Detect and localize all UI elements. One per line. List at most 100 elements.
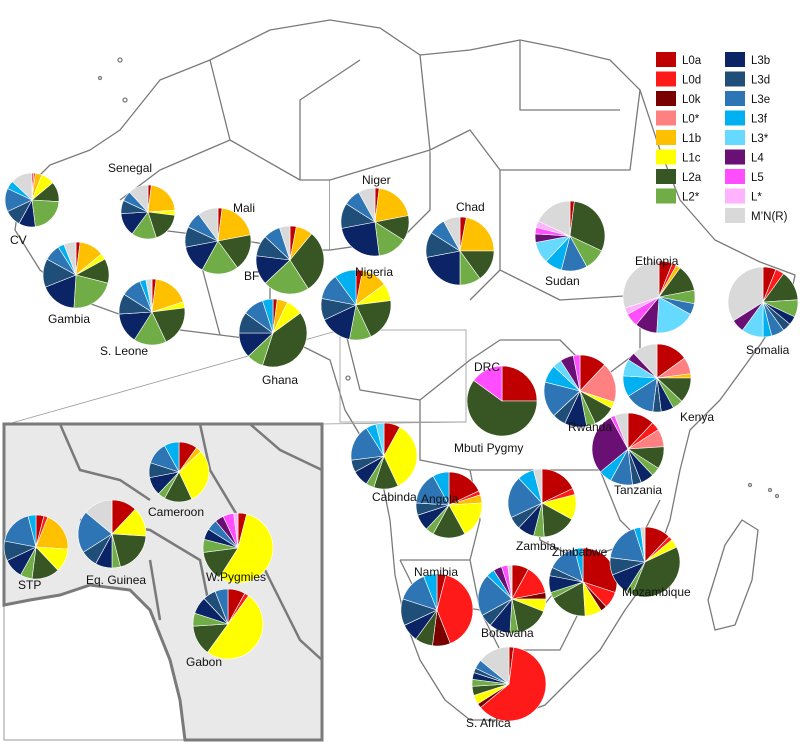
pie-slice-cabinda-L3s bbox=[375, 422, 385, 457]
legend-label-L3b: L3b bbox=[751, 55, 770, 67]
pie-slice-drc-L5 bbox=[473, 365, 503, 402]
legend-label-L2a: L2a bbox=[682, 172, 702, 184]
pie-slice-botswana-MNR bbox=[507, 564, 513, 600]
legend-swatch-L0s bbox=[656, 110, 676, 126]
pie-slice-mozambique-L2a bbox=[631, 546, 681, 598]
border-line bbox=[599, 469, 661, 541]
pie-slice-chad-MNR bbox=[443, 216, 461, 252]
label-bf: BF bbox=[244, 269, 259, 283]
pie-slice-eqguinea-MNR bbox=[85, 499, 113, 535]
pie-senegal bbox=[120, 184, 176, 240]
label-sudan: Sudan bbox=[545, 274, 580, 288]
pie-slice-cv-L2s bbox=[31, 199, 60, 228]
pie-slice-cameroon-L1c bbox=[178, 451, 210, 500]
pie-slice-namibia-L0d bbox=[436, 574, 474, 644]
border-line bbox=[519, 40, 620, 111]
label-stp: STP bbox=[18, 578, 41, 592]
legend: L0a L0d L0k L0* L1b L1c L2a L2* L3b L3d L3e L3f L3* L… bbox=[656, 52, 788, 223]
legend-label-L0s: L0* bbox=[682, 114, 700, 126]
legend-swatch-Ls bbox=[725, 188, 745, 204]
label-angola: Angola bbox=[421, 492, 459, 506]
legend-label-MNR: M’N(R) bbox=[751, 211, 788, 223]
label-zimbabwe: Zimbabwe bbox=[552, 545, 608, 559]
pie-slice-eqguinea-L2a bbox=[111, 533, 147, 568]
pie-slice-niger-L3b bbox=[341, 221, 380, 257]
label-namibia: Namibia bbox=[414, 565, 458, 579]
island bbox=[767, 487, 773, 493]
pie-slice-sudan-L2a bbox=[569, 200, 606, 252]
inset-border bbox=[249, 423, 323, 472]
pie-kenya bbox=[622, 343, 692, 413]
pie-slice-drc-L0a bbox=[501, 365, 538, 402]
legend-swatch-L0k bbox=[656, 91, 676, 106]
pie-slice-angola-L3f bbox=[432, 471, 450, 506]
pie-slice-cv-MNR bbox=[11, 172, 33, 201]
pie-slice-wpygmies-L1c bbox=[218, 513, 274, 584]
pie-slice-bf-MNR bbox=[279, 225, 291, 261]
label-ethiopia: Ethiopia bbox=[635, 254, 679, 268]
pie-niger bbox=[340, 187, 410, 257]
label-cameroon: Cameroon bbox=[148, 505, 204, 519]
pie-slice-zambia-L3e bbox=[507, 477, 543, 518]
island bbox=[97, 75, 103, 81]
pie-slice-eqguinea-L3e bbox=[77, 511, 113, 553]
pie-somalia bbox=[727, 266, 799, 338]
pie-slice-mali-MNR bbox=[198, 207, 219, 242]
legend-label-L3f: L3f bbox=[751, 114, 768, 126]
inset-land bbox=[2, 422, 324, 742]
pie-cv bbox=[4, 172, 60, 228]
label-mozambique: Mozambique bbox=[622, 585, 691, 599]
legend-swatch-L1c bbox=[656, 149, 676, 165]
pie-nigeria bbox=[320, 269, 392, 341]
inset-border bbox=[58, 423, 151, 502]
pie-slice-drc-L2a bbox=[466, 380, 538, 437]
pie-slice-ethiopia-MNR bbox=[622, 260, 660, 309]
pie-slice-stp-L3f bbox=[27, 514, 37, 548]
label-drc: DRC bbox=[474, 360, 500, 374]
pie-slice-tanzania-L4 bbox=[591, 417, 629, 473]
label-eqguinea: Eq. Guinea bbox=[86, 573, 146, 587]
label-niger: Niger bbox=[362, 173, 391, 187]
population-labels: CV Senegal Gambia Mali S. Leone BF Ghana Niger N… bbox=[10, 161, 790, 730]
legend-label-L5: L5 bbox=[751, 172, 764, 184]
pie-slice-safrica-MNR bbox=[480, 646, 510, 685]
pie-botswana bbox=[477, 564, 547, 634]
pie-slice-botswana-L3e bbox=[477, 575, 513, 616]
pie-slice-zimbabwe-L3f bbox=[574, 547, 584, 583]
pie-slice-somalia-MNR bbox=[727, 266, 764, 322]
legend-swatch-L2s bbox=[656, 188, 676, 204]
pie-slice-nigeria-L2a bbox=[355, 300, 392, 338]
pie-slice-bf-L2a bbox=[289, 233, 325, 290]
pie-slice-niger-MNR bbox=[358, 187, 376, 223]
legend-swatch-L0a bbox=[656, 52, 676, 67]
inset-border bbox=[148, 559, 162, 621]
legend-swatch-MNR bbox=[725, 208, 745, 223]
pie-slice-senegal-MNR bbox=[129, 184, 149, 213]
pie-cabinda bbox=[350, 422, 418, 490]
island bbox=[117, 57, 123, 63]
pie-safrica bbox=[471, 646, 547, 722]
inset-source-box bbox=[339, 329, 467, 423]
pie-slice-wpygmies-Ls bbox=[233, 512, 239, 549]
pie-slice-zambia-MNR bbox=[533, 468, 543, 504]
legend-label-L1c: L1c bbox=[682, 153, 701, 165]
pie-stp bbox=[3, 514, 69, 580]
pie-slice-ghana-L2a bbox=[262, 312, 308, 368]
pie-slice-tanzania-MNR bbox=[614, 412, 629, 450]
legend-swatch-L5 bbox=[725, 169, 745, 184]
legend-swatch-L1b bbox=[656, 130, 676, 145]
pie-slice-kenya-MNR bbox=[633, 343, 658, 379]
pie-eqguinea bbox=[77, 499, 147, 569]
island bbox=[122, 97, 128, 103]
pie-namibia bbox=[400, 573, 474, 647]
pie-bf bbox=[255, 225, 325, 295]
pie-slice-bf-L2s bbox=[264, 259, 309, 295]
pie-slice-senegal-L1b bbox=[147, 184, 176, 213]
label-wpygmies: W.Pygmies bbox=[206, 570, 266, 584]
legend-label-L3e: L3e bbox=[751, 94, 770, 106]
pie-slice-gambia-L2s bbox=[73, 274, 109, 309]
border-line bbox=[299, 59, 361, 180]
pie-wpygmies bbox=[202, 512, 274, 584]
label-cv: CV bbox=[10, 233, 27, 247]
pie-gambia bbox=[42, 241, 110, 309]
